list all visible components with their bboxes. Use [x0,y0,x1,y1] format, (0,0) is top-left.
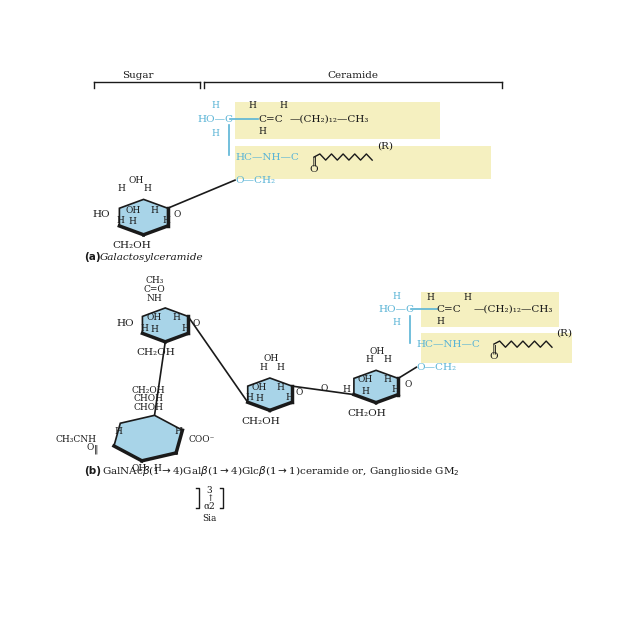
Text: CH₂OH: CH₂OH [136,348,175,357]
Text: Sia: Sia [202,514,216,524]
Polygon shape [143,308,188,342]
Bar [235,146,491,179]
Text: H: H [259,127,266,136]
Text: HO—C: HO—C [378,305,414,314]
Text: COO⁻: COO⁻ [189,435,215,444]
Text: HC—NH—C: HC—NH—C [235,152,299,162]
Text: HC—NH—C: HC—NH—C [417,340,480,349]
Text: H: H [143,184,152,193]
Text: CHOH: CHOH [133,394,163,403]
Text: α2: α2 [204,502,215,511]
Text: H: H [118,184,126,193]
Text: C=C: C=C [436,305,461,314]
Text: O: O [174,210,181,218]
Text: (R): (R) [556,329,572,338]
Text: O: O [193,319,200,328]
Polygon shape [114,415,182,461]
Text: ↑: ↑ [205,494,213,503]
Text: O: O [404,381,412,389]
Bar [235,101,440,139]
Text: (R): (R) [377,142,393,151]
Text: H: H [463,294,472,302]
Text: O: O [490,352,498,361]
Text: ‖: ‖ [312,157,317,167]
Text: HO—C: HO—C [198,115,234,124]
Text: O—CH₂: O—CH₂ [417,363,456,372]
Text: H: H [426,294,434,302]
Text: CH₂OH: CH₂OH [131,386,165,395]
Text: H: H [383,375,391,384]
Text: C=O: C=O [143,285,165,294]
Text: OH: OH [147,313,162,322]
Text: O: O [321,384,328,392]
Text: H: H [366,355,374,364]
Text: CH₂OH: CH₂OH [348,409,386,418]
Text: H: H [255,394,263,403]
Text: OH: OH [370,346,385,356]
Text: HO: HO [93,210,111,218]
Text: H: H [245,392,253,402]
Text: H: H [163,216,171,225]
Text: H: H [276,383,285,392]
Text: O: O [86,443,94,452]
Text: H: H [114,427,122,437]
Text: H: H [150,206,158,215]
Text: H: H [116,216,124,225]
Text: H: H [212,129,220,137]
Polygon shape [120,200,168,234]
Text: H: H [182,324,189,333]
Text: Ceramide: Ceramide [328,71,379,80]
Text: OH: OH [131,465,147,473]
Text: HO: HO [117,319,134,328]
Text: 3: 3 [207,486,212,494]
Text: —(CH₂)₁₂—CH₃: —(CH₂)₁₂—CH₃ [474,305,553,314]
Text: H: H [154,465,161,473]
Text: H: H [361,387,369,396]
Text: C=C: C=C [259,115,283,124]
Polygon shape [248,378,292,411]
Text: O: O [310,165,318,174]
Text: Sugar: Sugar [122,71,154,80]
Text: H: H [436,317,444,325]
Text: H: H [392,318,400,327]
Text: H: H [279,101,287,110]
Text: OH: OH [128,175,143,185]
Text: CH₂OH: CH₂OH [113,241,151,250]
Text: ‖: ‖ [94,444,99,453]
Text: CHOH: CHOH [133,403,163,412]
Bar [421,292,559,327]
Text: CH₃: CH₃ [145,276,164,285]
Text: (b): (b) [84,466,101,476]
Polygon shape [354,370,398,402]
Text: OH: OH [358,375,373,384]
Text: ‖: ‖ [492,344,497,353]
Text: H: H [342,385,351,394]
Text: H: H [260,363,268,372]
Text: GalNAc$\beta$(1$\rightarrow$4)Gal$\beta$(1$\rightarrow$4)Glc$\beta$(1$\rightarro: GalNAc$\beta$(1$\rightarrow$4)Gal$\beta$… [102,464,460,478]
Text: H: H [276,363,285,372]
Text: H: H [383,355,391,364]
Text: H: H [129,217,136,226]
Text: H: H [172,313,180,322]
Text: —(CH₂)₁₂—CH₃: —(CH₂)₁₂—CH₃ [289,115,369,124]
Text: Galactosylceramide: Galactosylceramide [100,253,204,262]
Text: OH: OH [264,355,279,363]
Text: H: H [285,392,293,402]
Text: OH: OH [125,206,140,215]
Text: H: H [212,101,220,110]
Text: CH₂OH: CH₂OH [241,417,280,425]
Text: H: H [248,101,256,110]
Text: H: H [392,292,400,301]
Text: NH: NH [147,294,163,303]
Text: H: H [150,325,158,334]
Text: O—CH₂: O—CH₂ [235,175,275,185]
Text: H: H [175,427,182,437]
Text: CH₃CNH: CH₃CNH [55,435,96,444]
Text: (a): (a) [84,252,100,262]
Bar [421,333,572,363]
Text: H: H [392,385,399,394]
Text: O: O [296,388,303,397]
Text: H: H [140,324,148,333]
Text: OH: OH [252,383,267,392]
